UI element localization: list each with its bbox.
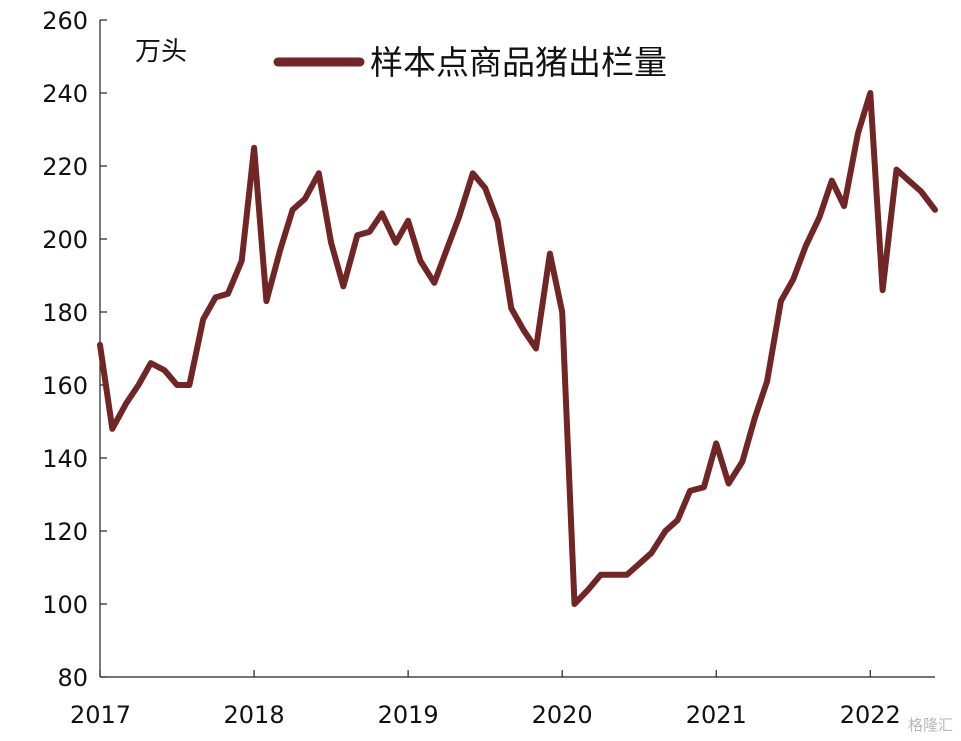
y-tick-label: 80	[57, 664, 88, 692]
y-axis-ticks: 80 100 120 140 160 180 200 220 240 260	[42, 7, 107, 692]
y-unit-label: 万头	[135, 37, 187, 67]
x-tick-label: 2022	[840, 701, 901, 729]
watermark: 格隆汇	[907, 716, 953, 734]
x-tick-label: 2021	[686, 701, 747, 729]
x-axis-ticks: 2017 2018 2019 2020 2021 2022	[70, 670, 901, 729]
legend-label: 样本点商品猪出栏量	[370, 43, 667, 82]
series-line	[97, 90, 938, 607]
y-tick-label: 200	[42, 226, 88, 254]
y-tick-label: 260	[42, 7, 88, 35]
x-tick-label: 2018	[224, 701, 285, 729]
series-lines	[97, 90, 938, 607]
x-tick-label: 2019	[378, 701, 439, 729]
y-tick-label: 140	[42, 445, 88, 473]
y-tick-label: 120	[42, 518, 88, 546]
x-tick-label: 2017	[70, 701, 131, 729]
y-tick-label: 240	[42, 80, 88, 108]
y-tick-label: 160	[42, 372, 88, 400]
legend: 样本点商品猪出栏量	[273, 43, 667, 82]
chart-axes	[99, 20, 935, 678]
x-tick-label: 2020	[532, 701, 593, 729]
y-tick-label: 220	[42, 153, 88, 181]
y-tick-label: 180	[42, 299, 88, 327]
y-tick-label: 100	[42, 591, 88, 619]
